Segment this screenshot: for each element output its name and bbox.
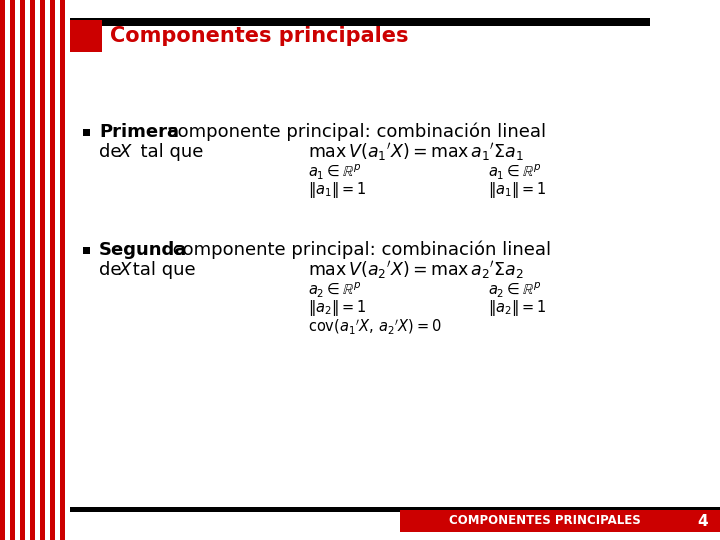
Bar <box>30 0 35 540</box>
Bar <box>70 20 102 52</box>
Bar <box>83 247 90 254</box>
Bar <box>0 0 5 540</box>
Bar <box>35 0 40 540</box>
Bar <box>5 0 10 540</box>
Text: $a_2 \in \mathbb{R}^p$: $a_2 \in \mathbb{R}^p$ <box>488 280 541 300</box>
Text: Componentes principales: Componentes principales <box>110 26 408 46</box>
Text: Segunda: Segunda <box>99 241 187 259</box>
Text: X: X <box>119 143 131 161</box>
Bar <box>55 0 60 540</box>
Bar <box>50 0 55 540</box>
Bar <box>83 129 90 136</box>
Bar <box>70 18 650 26</box>
Text: $\mathrm{cov}(a_1{}^\prime X,\, a_2{}^\prime X) = 0$: $\mathrm{cov}(a_1{}^\prime X,\, a_2{}^\p… <box>308 316 442 335</box>
Text: $a_1 \in \mathbb{R}^p$: $a_1 \in \mathbb{R}^p$ <box>488 163 541 181</box>
Bar <box>40 0 45 540</box>
Text: componente principal: combinación lineal: componente principal: combinación lineal <box>167 241 551 259</box>
Text: tal que: tal que <box>127 261 196 279</box>
Bar <box>10 0 15 540</box>
Text: $\|a_1\| = 1$: $\|a_1\| = 1$ <box>308 180 366 200</box>
Bar <box>400 510 720 532</box>
Text: COMPONENTES PRINCIPALES: COMPONENTES PRINCIPALES <box>449 515 641 528</box>
Text: $\|a_2\| = 1$: $\|a_2\| = 1$ <box>308 298 366 318</box>
Text: $\|a_2\| = 1$: $\|a_2\| = 1$ <box>488 298 546 318</box>
Text: 4: 4 <box>698 514 708 529</box>
Bar <box>70 507 720 512</box>
Text: Primera: Primera <box>99 123 179 141</box>
Text: $\max\, V(a_2{}^\prime X) = \max\, a_2{}^\prime \Sigma a_2$: $\max\, V(a_2{}^\prime X) = \max\, a_2{}… <box>308 259 524 281</box>
Bar <box>60 0 65 540</box>
Text: componente principal: combinación lineal: componente principal: combinación lineal <box>162 123 546 141</box>
Text: $\max\, V(a_1{}^\prime X) = \max\, a_1{}^\prime \Sigma a_1$: $\max\, V(a_1{}^\prime X) = \max\, a_1{}… <box>308 141 524 163</box>
Bar <box>45 0 50 540</box>
Text: X: X <box>119 261 131 279</box>
Text: $\|a_1\| = 1$: $\|a_1\| = 1$ <box>488 180 546 200</box>
Bar <box>65 0 70 540</box>
Text: $a_2 \in \mathbb{R}^p$: $a_2 \in \mathbb{R}^p$ <box>308 280 361 300</box>
Text: $a_1 \in \mathbb{R}^p$: $a_1 \in \mathbb{R}^p$ <box>308 163 361 181</box>
Text: de: de <box>99 143 127 161</box>
Bar <box>15 0 20 540</box>
Bar <box>20 0 25 540</box>
Text: de: de <box>99 261 127 279</box>
Bar <box>25 0 30 540</box>
Text: tal que: tal que <box>129 143 203 161</box>
